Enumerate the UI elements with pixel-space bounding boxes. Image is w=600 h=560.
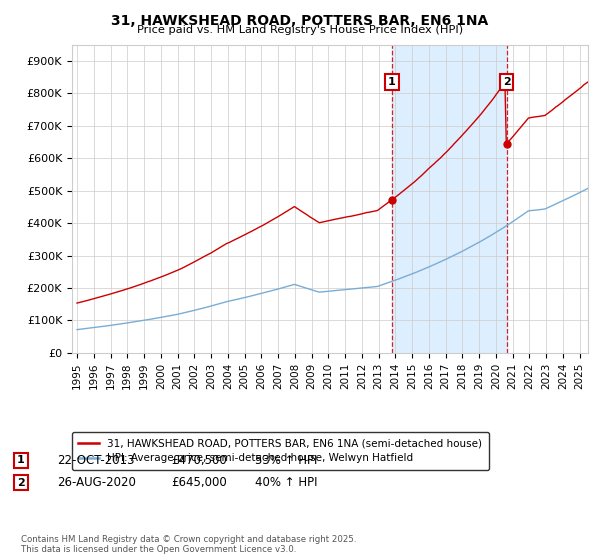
Text: 53% ↑ HPI: 53% ↑ HPI (255, 454, 317, 467)
Text: 2: 2 (503, 77, 511, 87)
Text: Contains HM Land Registry data © Crown copyright and database right 2025.
This d: Contains HM Land Registry data © Crown c… (21, 535, 356, 554)
Text: 31, HAWKSHEAD ROAD, POTTERS BAR, EN6 1NA: 31, HAWKSHEAD ROAD, POTTERS BAR, EN6 1NA (112, 14, 488, 28)
Text: 26-AUG-2020: 26-AUG-2020 (57, 476, 136, 489)
Text: £645,000: £645,000 (171, 476, 227, 489)
Text: Price paid vs. HM Land Registry's House Price Index (HPI): Price paid vs. HM Land Registry's House … (137, 25, 463, 35)
Text: £470,500: £470,500 (171, 454, 227, 467)
Text: 2: 2 (17, 478, 25, 488)
Text: 40% ↑ HPI: 40% ↑ HPI (255, 476, 317, 489)
Legend: 31, HAWKSHEAD ROAD, POTTERS BAR, EN6 1NA (semi-detached house), HPI: Average pri: 31, HAWKSHEAD ROAD, POTTERS BAR, EN6 1NA… (72, 432, 489, 470)
Text: 1: 1 (17, 455, 25, 465)
Text: 1: 1 (388, 77, 396, 87)
Bar (392, 45, 507, 353)
Text: 22-OCT-2013: 22-OCT-2013 (57, 454, 134, 467)
